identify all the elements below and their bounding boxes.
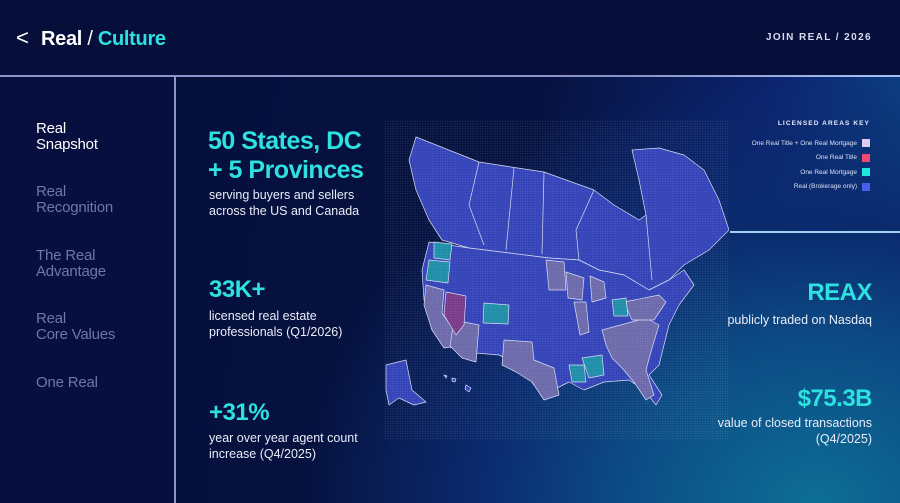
snapshot-panel: 50 States, DC + 5 Provinces serving buye… <box>176 77 900 503</box>
desc-line: value of closed transactions <box>717 416 872 430</box>
nav-label: Snapshot <box>36 136 98 153</box>
top-header: < Real / Culture JOIN REAL / 2026 <box>0 0 900 76</box>
desc-line: (Q4/2025) <box>815 432 872 446</box>
legend-divider <box>730 231 900 233</box>
nav-label: Core Values <box>36 326 116 343</box>
map-dot-texture <box>384 120 729 440</box>
legend-label: One Real Title + One Real Mortgage <box>751 139 857 147</box>
ticker-title: REAX <box>807 279 872 306</box>
nav-label: One Real <box>36 374 98 391</box>
agents-desc: licensed real estate professionals (Q1/2… <box>209 308 342 340</box>
volume-title: $75.3B <box>797 385 873 412</box>
coverage-title: 50 States, DC + 5 Provinces <box>208 127 364 185</box>
nav-label: Advantage <box>36 263 106 280</box>
coverage-desc: serving buyers and sellers across the US… <box>209 187 359 219</box>
legend-swatch <box>862 182 870 191</box>
desc-line: licensed real estate <box>209 309 317 323</box>
volume-desc: value of closed transactions (Q4/2025) <box>718 415 872 447</box>
nav-item-real-core-values[interactable]: Real Core Values <box>36 311 115 343</box>
legend-item-mortgage: One Real Mortgage <box>752 165 870 180</box>
legend-swatch <box>862 168 870 177</box>
breadcrumb-separator: / <box>87 28 93 50</box>
desc-line: year over year agent count <box>209 431 358 445</box>
licensed-areas-legend: LICENSED AREAS KEY One Real Title + One … <box>752 120 870 194</box>
desc-line: increase (Q4/2025) <box>209 447 317 461</box>
legend-label: Real (Brokerage only) <box>793 183 857 191</box>
breadcrumb-home[interactable]: Real <box>41 28 83 50</box>
nav-label: Real <box>36 310 67 327</box>
nav-label: Recognition <box>36 199 114 216</box>
section-nav: Real Snapshot Real Recognition The Real … <box>0 77 174 503</box>
legend-item-title-mortgage: One Real Title + One Real Mortgage <box>752 136 870 151</box>
legend-swatch <box>862 139 870 148</box>
coverage-title-line: 50 States, DC <box>208 127 362 155</box>
legend-label: One Real Title <box>815 154 857 162</box>
legend-label: One Real Mortgage <box>800 168 857 176</box>
header-divider <box>0 75 900 77</box>
ticker-desc: publicly traded on Nasdaq <box>727 313 872 327</box>
header-tagline: JOIN REAL / 2026 <box>765 32 872 43</box>
legend-item-title: One Real Title <box>752 151 870 166</box>
coverage-title-line: + 5 Provinces <box>208 156 364 184</box>
nav-item-real-advantage[interactable]: The Real Advantage <box>36 248 106 280</box>
nav-item-real-snapshot[interactable]: Real Snapshot <box>36 121 98 153</box>
north-america-map <box>384 120 729 440</box>
nav-item-one-real[interactable]: One Real <box>36 375 98 391</box>
nav-item-real-recognition[interactable]: Real Recognition <box>36 184 113 216</box>
legend-item-brokerage: Real (Brokerage only) <box>752 180 870 195</box>
legend-swatch <box>862 153 870 162</box>
growth-desc: year over year agent count increase (Q4/… <box>209 430 358 462</box>
nav-label: The Real <box>36 247 96 264</box>
breadcrumb: Real / Culture <box>41 26 166 52</box>
sidebar-divider <box>174 77 176 503</box>
desc-line: serving buyers and sellers <box>209 188 355 202</box>
breadcrumb-current: Culture <box>97 28 166 50</box>
agents-title: 33K+ <box>209 276 266 303</box>
desc-line: across the US and Canada <box>209 204 360 218</box>
nav-label: Real <box>36 183 67 200</box>
desc-line: professionals (Q1/2026) <box>209 325 343 339</box>
back-chevron-icon[interactable]: < <box>16 25 29 50</box>
nav-label: Real <box>36 120 67 137</box>
growth-title: +31% <box>209 399 270 426</box>
legend-title: LICENSED AREAS KEY <box>777 120 870 127</box>
